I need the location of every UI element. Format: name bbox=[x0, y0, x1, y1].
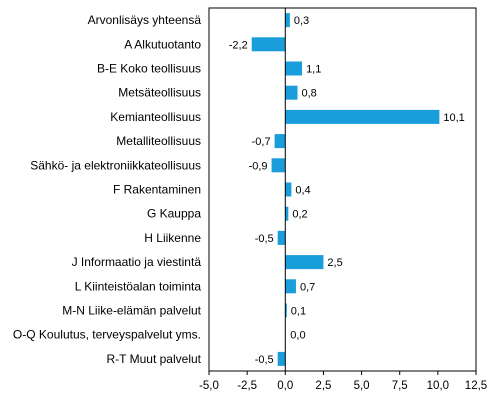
category-label: R-T Muut palvelut bbox=[107, 352, 202, 366]
x-tick-label: -2,5 bbox=[237, 380, 257, 392]
category-label: H Liikenne bbox=[144, 231, 201, 245]
category-label: Arvonlisäys yhteensä bbox=[88, 13, 202, 27]
bar bbox=[271, 158, 286, 173]
category-labels: Arvonlisäys yhteensä A Alkutuotanto B-E Ko… bbox=[13, 13, 202, 366]
x-tick-label: 10,0 bbox=[427, 380, 449, 392]
value-label: 0,1 bbox=[291, 306, 306, 318]
bar bbox=[274, 134, 286, 149]
value-label: -2,2 bbox=[229, 39, 248, 51]
bar bbox=[285, 61, 303, 76]
category-label: J Informaatio ja viestintä bbox=[72, 255, 202, 269]
bar bbox=[277, 230, 286, 245]
plot-frame bbox=[208, 7, 477, 372]
value-label: 2,5 bbox=[327, 257, 342, 269]
value-label: 10,1 bbox=[443, 112, 464, 124]
category-label: A Alkutuotanto bbox=[124, 37, 201, 51]
bar bbox=[251, 37, 286, 52]
category-label: F Rakentaminen bbox=[113, 183, 201, 197]
x-tick-label: 7,5 bbox=[392, 380, 408, 392]
bar bbox=[285, 303, 287, 318]
category-label: M-N Liike-elämän palvelut bbox=[62, 304, 201, 318]
value-label: 0,4 bbox=[295, 185, 310, 197]
category-label: Metalliteollisuus bbox=[116, 134, 201, 148]
bar bbox=[285, 13, 290, 28]
x-tick-label: 0,0 bbox=[277, 380, 293, 392]
value-label: -0,5 bbox=[255, 233, 274, 245]
value-label: 0,0 bbox=[290, 330, 305, 342]
bars-group bbox=[251, 13, 440, 366]
category-label: G Kauppa bbox=[147, 207, 201, 221]
bar bbox=[285, 109, 440, 124]
bar bbox=[285, 206, 289, 221]
x-tick-label: 12,5 bbox=[465, 380, 487, 392]
x-axis-ticks: -5,0 -2,5 0,0 2,5 5,0 7,5 10,0 12,5 bbox=[199, 371, 487, 392]
value-label: 0,7 bbox=[300, 281, 315, 293]
x-tick-label: -5,0 bbox=[199, 380, 219, 392]
value-label: -0,7 bbox=[252, 136, 271, 148]
x-tick-label: 5,0 bbox=[354, 380, 370, 392]
value-label: 0,8 bbox=[301, 88, 316, 100]
bar bbox=[285, 182, 292, 197]
bar bbox=[285, 85, 298, 100]
value-label: -0,5 bbox=[255, 354, 274, 366]
bar bbox=[277, 351, 286, 366]
category-label: L Kiinteistöalan toiminta bbox=[75, 279, 202, 293]
category-label: Metsäteollisuus bbox=[118, 86, 201, 100]
value-label: -0,9 bbox=[249, 160, 268, 172]
value-label: 0,2 bbox=[292, 209, 307, 221]
value-labels: 0,3 -2,2 1,1 0,8 10,1 -0,7 -0,9 0,4 0,2 -0,5 2,5 0,… bbox=[229, 15, 465, 366]
bar bbox=[285, 279, 296, 294]
category-label: Kemianteollisuus bbox=[110, 110, 201, 124]
category-label: Sähkö- ja elektroniikkateollisuus bbox=[30, 158, 201, 172]
value-label: 0,3 bbox=[294, 15, 309, 27]
value-label: 1,1 bbox=[306, 64, 321, 76]
x-tick-label: 2,5 bbox=[315, 380, 331, 392]
bar bbox=[285, 255, 324, 270]
category-label: B-E Koko teollisuus bbox=[97, 62, 201, 76]
category-label: O-Q Koulutus, terveyspalvelut yms. bbox=[13, 328, 201, 342]
